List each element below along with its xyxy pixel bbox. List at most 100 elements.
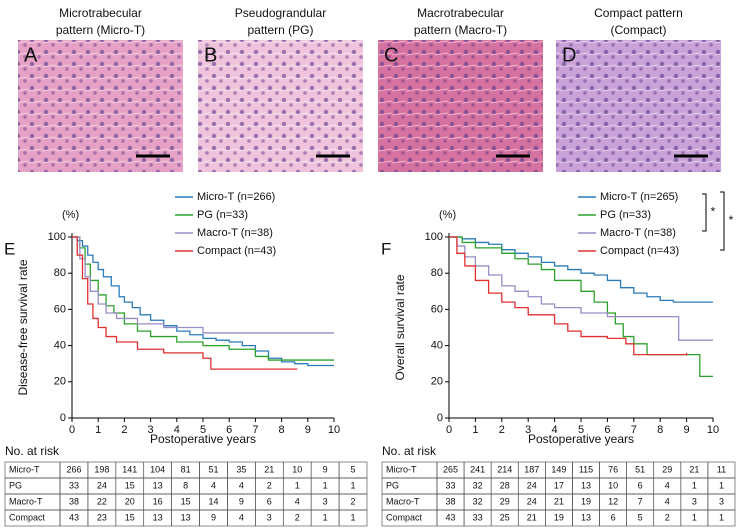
y-tick-label: 20 [431, 376, 443, 388]
table-cell-text: 81 [181, 464, 191, 474]
table-cell-text: 33 [69, 480, 79, 490]
legend-label: Compact (n=43) [600, 245, 679, 257]
table-cell-text: 13 [181, 512, 191, 522]
table-cell-text: 15 [125, 480, 135, 490]
table-cell-text: 6 [267, 496, 272, 506]
x-tick-label: 1 [472, 424, 478, 436]
panel-letter: B [204, 44, 217, 66]
table-cell-text: 21 [689, 464, 699, 474]
table-cell-text: 8 [183, 480, 188, 490]
survival-curve [72, 236, 334, 367]
panel-title: Compact pattern [594, 6, 683, 20]
y-tick-label: 20 [54, 376, 66, 388]
table-cell-text: 5 [351, 464, 356, 474]
table-cell-text: 4 [239, 480, 244, 490]
panel-title: pattern (Micro-T) [56, 23, 145, 37]
table-cell-text: 17 [554, 480, 564, 490]
y-tick-label: 40 [54, 340, 66, 352]
table-cell-text: 2 [351, 496, 356, 506]
x-tick-label: 3 [148, 424, 154, 436]
table-cell-text: 10 [292, 464, 302, 474]
x-axis-label: Postoperative years [528, 432, 634, 446]
y-tick-label: 0 [60, 412, 66, 424]
panel-letter: F [381, 239, 391, 258]
y-tick-label: 80 [54, 267, 66, 279]
table-cell-text: 265 [443, 464, 458, 474]
table-cell-text: 9 [239, 496, 244, 506]
table-cell-text: 14 [208, 496, 218, 506]
table-cell-text: 43 [446, 512, 456, 522]
survival-curve [72, 236, 298, 370]
table-cell-text: 21 [264, 464, 274, 474]
panel-letter: A [24, 44, 38, 66]
table-cell-text: 149 [551, 464, 566, 474]
panel-title: Microtrabecular [59, 6, 142, 20]
table-cell-text: 51 [208, 464, 218, 474]
histology-texture [198, 40, 363, 172]
table-cell-text: 24 [527, 480, 537, 490]
x-tick-label: 4 [174, 424, 180, 436]
table-cell-text: 7 [638, 496, 643, 506]
survival-curve [449, 236, 688, 356]
table-cell-text: 19 [581, 496, 591, 506]
panel-title: Pseudograndular [235, 6, 326, 20]
table-cell-text: 1 [719, 512, 724, 522]
table-cell-text: 141 [122, 464, 137, 474]
table-cell-text: 4 [665, 480, 670, 490]
histology-texture [556, 40, 721, 172]
table-cell-text: 13 [153, 512, 163, 522]
panel-title: pattern (PG) [247, 23, 313, 37]
table-cell-text: 1 [351, 512, 356, 522]
panel-letter: D [562, 44, 576, 66]
table-cell-text: 29 [500, 496, 510, 506]
table-cell-text: 1 [351, 480, 356, 490]
y-axis-label: Overall survival rate [393, 274, 407, 380]
table-cell-text: 6 [611, 512, 616, 522]
survival-curve [449, 236, 713, 303]
table-cell-text: 32 [473, 480, 483, 490]
table-cell-text: 20 [125, 496, 135, 506]
table-cell-text: 4 [665, 496, 670, 506]
table-cell-text: 1 [295, 480, 300, 490]
table-cell-text: 2 [665, 512, 670, 522]
legend-label: Macro-T (n=38) [600, 227, 676, 239]
table-cell-text: 3 [692, 496, 697, 506]
panel-title: pattern (Macro-T) [414, 23, 507, 37]
table-cell-text: 21 [527, 512, 537, 522]
table-cell-text: 24 [97, 480, 107, 490]
table-cell-text: 2 [267, 480, 272, 490]
survival-curve [72, 236, 334, 334]
table-cell-text: 115 [579, 464, 593, 474]
legend-label: Compact (n=43) [197, 245, 276, 257]
table-cell-text: 5 [638, 512, 643, 522]
panel-letter: C [384, 44, 398, 66]
table-heading: No. at risk [5, 444, 60, 458]
table-cell-text: 32 [473, 496, 483, 506]
table-cell-text: 198 [94, 464, 109, 474]
y-tick-label: 60 [431, 303, 443, 315]
x-tick-label: 0 [69, 424, 75, 436]
table-cell [338, 509, 368, 527]
x-tick-label: 9 [305, 424, 311, 436]
x-tick-label: 8 [657, 424, 663, 436]
table-cell-text: 1 [323, 512, 328, 522]
x-tick-label: 6 [226, 424, 232, 436]
survival-curve [449, 236, 713, 341]
legend-label: Micro-T (n=265) [600, 191, 678, 203]
survival-curve [72, 236, 334, 361]
unit-label: (%) [62, 209, 79, 221]
table-cell-text: Macro-T [9, 496, 43, 506]
table-cell-text: 1 [719, 480, 724, 490]
table-cell-text: 241 [470, 464, 485, 474]
table-cell-text: 2 [295, 512, 300, 522]
table-cell-text: PG [386, 480, 399, 490]
table-cell-text: 9 [211, 512, 216, 522]
table-cell-text: 3 [323, 496, 328, 506]
table-cell-text: 214 [497, 464, 512, 474]
panel-letter: E [4, 239, 15, 258]
table-cell-text: 43 [69, 512, 79, 522]
x-tick-label: 10 [328, 424, 340, 436]
table-cell-text: Compact [9, 512, 46, 522]
table-cell-text: 22 [97, 496, 107, 506]
legend-label: Macro-T (n=38) [197, 227, 273, 239]
